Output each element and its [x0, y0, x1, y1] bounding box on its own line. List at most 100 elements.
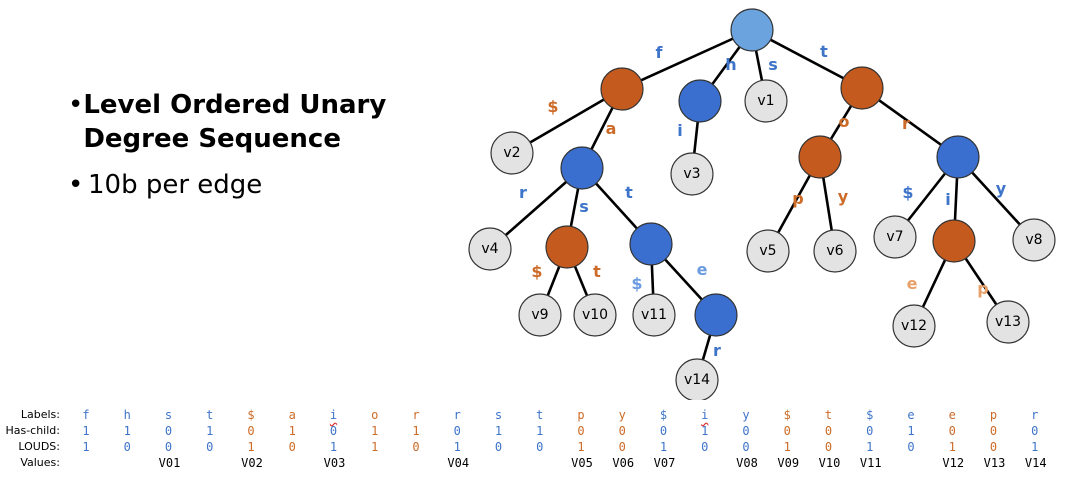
value-cell: V07	[653, 456, 676, 470]
edge-label-r-2: r	[519, 183, 527, 202]
leaf-v12: v12	[892, 304, 936, 348]
edge-label-p-1: p	[792, 189, 803, 208]
edge-label-t-2: t	[625, 183, 633, 202]
louds-cell: 1	[783, 440, 791, 454]
louds-cell: 1	[82, 440, 90, 454]
edge-label-a: a	[606, 119, 617, 138]
leaf-v3-label: v3	[683, 166, 700, 182]
edge-label-s: s	[768, 55, 778, 74]
value-cell: V14	[1024, 456, 1047, 470]
has-child-cell: 0	[1031, 424, 1039, 438]
label-cell: r	[412, 408, 420, 422]
label-cell: o	[371, 408, 379, 422]
edge-label-dollar-1: $	[547, 97, 558, 116]
edge-label-r-1: r	[902, 114, 910, 133]
bullet-louds: • Level Ordered Unary Degree Sequence	[68, 88, 408, 156]
leaf-v9: v9	[518, 293, 562, 337]
node-fa	[560, 146, 604, 190]
leaf-v7: v7	[873, 215, 917, 259]
node-t	[840, 66, 884, 110]
has-child-cell: 1	[371, 424, 379, 438]
value-cell: V03	[323, 456, 346, 470]
value-cell: V09	[777, 456, 800, 470]
leaf-v7-label: v7	[886, 229, 903, 245]
has-child-cell: 1	[123, 424, 131, 438]
node-fate	[694, 293, 738, 337]
values-row-header: Values:	[20, 456, 60, 469]
bullet-bits-per-edge: • 10b per edge	[68, 168, 408, 202]
leaf-v8: v8	[1012, 218, 1056, 262]
value-cell: V01	[158, 456, 181, 470]
node-to	[798, 135, 842, 179]
louds-cell: 1	[948, 440, 956, 454]
leaf-v9-label: v9	[531, 307, 548, 323]
leaf-v2-label: v2	[503, 145, 520, 161]
louds-cell: 0	[618, 440, 626, 454]
label-cell: a	[288, 408, 296, 422]
bullet-bits-text: 10b per edge	[88, 170, 263, 200]
has-child-cell: 1	[206, 424, 214, 438]
has-child-cell: 0	[577, 424, 585, 438]
label-cell: r	[453, 408, 461, 422]
louds-cell: 0	[824, 440, 833, 454]
has-child-cell: 0	[989, 424, 998, 438]
leaf-v8-label: v8	[1025, 232, 1042, 248]
louds-cell: 0	[536, 440, 544, 454]
louds-cell: 0	[701, 440, 709, 454]
leaf-v13: v13	[986, 300, 1030, 344]
has-child-cell: 1	[494, 424, 503, 438]
leaf-v5: v5	[746, 229, 790, 273]
leaf-v14-label: v14	[684, 372, 710, 388]
value-cell: V05	[571, 456, 593, 470]
leaf-v10-label: v10	[582, 307, 608, 323]
node-tr	[936, 135, 980, 179]
edge-label-h: h	[725, 55, 736, 74]
has-child-cell: 0	[329, 424, 338, 438]
leaf-v3: v3	[670, 152, 714, 196]
leaf-v6: v6	[813, 229, 857, 273]
leaf-v10: v10	[573, 293, 617, 337]
label-cell: f	[82, 408, 90, 422]
edge-label-o: o	[839, 112, 850, 131]
internal-nodes	[545, 8, 980, 337]
leaf-v5-label: v5	[759, 243, 776, 259]
has-child-cell: 0	[742, 424, 750, 438]
label-cell: e	[948, 408, 956, 422]
louds-cell: 1	[866, 440, 874, 454]
leaf-v1-label: v1	[757, 93, 774, 109]
louds-cell: 0	[907, 440, 915, 454]
louds-cell: 0	[123, 440, 131, 454]
root-node	[730, 8, 774, 52]
leaf-v11: v11	[632, 293, 676, 337]
leaf-v13-label: v13	[995, 314, 1021, 330]
label-cell: $	[247, 408, 255, 422]
leaf-v4-label: v4	[481, 241, 498, 257]
values-row: Values: V01 V02 V03 V04 V05 V06 V07 V08 V09 V10 V1…	[0, 456, 1080, 472]
label-cell: y	[742, 408, 750, 422]
edge-root-f	[621, 28, 753, 91]
label-cell: $	[866, 408, 874, 422]
louds-cell: 0	[288, 440, 296, 454]
value-cell: V02	[241, 456, 263, 470]
label-cell: i	[329, 408, 338, 422]
louds-cell: 0	[742, 440, 750, 454]
label-cell: s	[494, 408, 503, 422]
has-child-cell: 1	[907, 424, 915, 438]
louds-cell: 1	[247, 440, 255, 454]
has-child-cell: 0	[618, 424, 626, 438]
louds-cell: 0	[494, 440, 503, 454]
node-fas	[545, 225, 589, 269]
trie-diagram: f h s t $ a i o r r s t p y $ i y $ t $ …	[468, 8, 1056, 400]
edge-label-y-1: y	[838, 187, 849, 206]
labels-row: Labels: f h s t $ a i o r r s t p y $ i y $ t $ e e p r	[0, 408, 1080, 424]
has-child-row-header: Has-child:	[5, 424, 60, 437]
louds-cell: 0	[412, 440, 420, 454]
value-cell: V06	[612, 456, 635, 470]
has-child-cell: 1	[82, 424, 90, 438]
value-cell: V12	[942, 456, 965, 470]
edge-label-t: t	[820, 42, 828, 61]
value-cell: V08	[736, 456, 758, 470]
louds-cell: 1	[329, 440, 338, 454]
leaf-v11-label: v11	[641, 307, 667, 323]
label-cell: y	[618, 408, 626, 422]
